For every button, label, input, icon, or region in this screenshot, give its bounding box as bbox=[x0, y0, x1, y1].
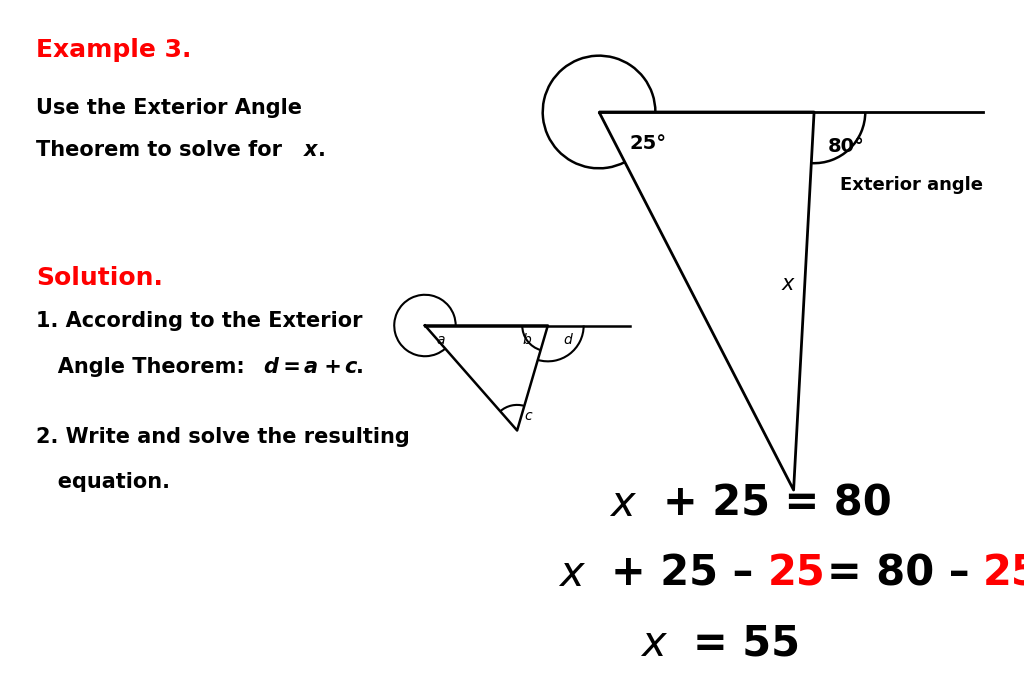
Text: $d$: $d$ bbox=[563, 332, 573, 347]
Text: Example 3.: Example 3. bbox=[36, 38, 191, 62]
Text: =: = bbox=[276, 357, 308, 377]
Text: 25: 25 bbox=[983, 553, 1024, 595]
Text: .: . bbox=[317, 140, 326, 160]
Text: Solution.: Solution. bbox=[36, 266, 163, 290]
Text: $b$: $b$ bbox=[522, 332, 532, 347]
Text: + 25 = 80: + 25 = 80 bbox=[663, 483, 891, 525]
Text: Theorem to solve for: Theorem to solve for bbox=[36, 140, 289, 160]
Text: 25°: 25° bbox=[630, 134, 667, 153]
Text: 25: 25 bbox=[768, 553, 825, 595]
Text: Exterior angle: Exterior angle bbox=[840, 176, 983, 195]
Text: c: c bbox=[344, 357, 356, 377]
Text: +: + bbox=[317, 357, 349, 377]
Text: $x$: $x$ bbox=[640, 623, 668, 665]
Text: $x$: $x$ bbox=[558, 553, 586, 595]
Text: $x$: $x$ bbox=[609, 483, 637, 525]
Text: equation.: equation. bbox=[36, 473, 170, 493]
Text: Use the Exterior Angle: Use the Exterior Angle bbox=[36, 98, 302, 118]
Text: 2. Write and solve the resulting: 2. Write and solve the resulting bbox=[36, 427, 410, 447]
Text: a: a bbox=[304, 357, 318, 377]
Text: + 25 –: + 25 – bbox=[611, 553, 754, 595]
Text: $c$: $c$ bbox=[523, 410, 534, 424]
Text: 1. According to the Exterior: 1. According to the Exterior bbox=[36, 312, 362, 332]
Text: x: x bbox=[304, 140, 317, 160]
Text: Angle Theorem:: Angle Theorem: bbox=[36, 357, 252, 377]
Text: = 55: = 55 bbox=[693, 623, 800, 665]
Text: = 80 –: = 80 – bbox=[827, 553, 970, 595]
Text: 80°: 80° bbox=[827, 137, 864, 157]
Text: .: . bbox=[356, 357, 365, 377]
Text: $x$: $x$ bbox=[781, 274, 796, 293]
Text: $a$: $a$ bbox=[435, 332, 445, 346]
Text: d: d bbox=[263, 357, 279, 377]
